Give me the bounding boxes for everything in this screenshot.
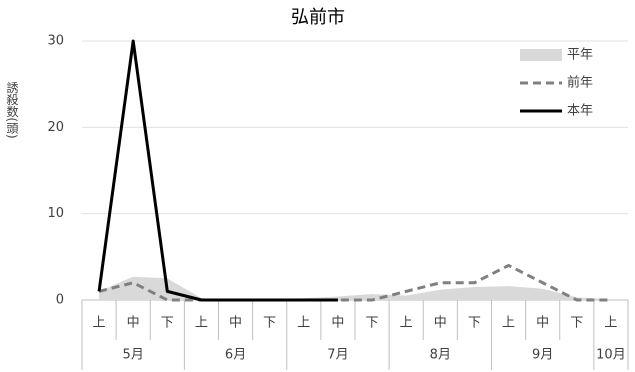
x-tick-label: 中: [229, 316, 242, 331]
x-tick-label: 下: [263, 316, 276, 331]
x-group-label: 8月: [430, 348, 451, 363]
x-tick-label: 上: [93, 316, 106, 331]
x-tick-label: 下: [161, 316, 174, 331]
x-group-label: 10月: [596, 348, 626, 363]
x-group-label: 7月: [327, 348, 348, 363]
y-tick-label: 30: [47, 34, 64, 49]
x-tick-label: 中: [331, 316, 344, 331]
x-tick-label: 上: [195, 316, 208, 331]
x-tick-label: 上: [502, 316, 515, 331]
y-tick-label: 0: [56, 293, 64, 308]
x-group-label: 6月: [225, 348, 246, 363]
x-tick-label: 下: [570, 316, 583, 331]
line: [97, 39, 338, 302]
x-tick-label: 下: [468, 316, 481, 331]
x-tick-label: 下: [366, 316, 379, 331]
y-tick-label: 20: [47, 120, 64, 135]
line: [98, 263, 611, 302]
x-tick-label: 上: [400, 316, 413, 331]
y-tick-label: 10: [47, 206, 64, 221]
legend-label: 平年: [567, 48, 593, 63]
area: [99, 276, 611, 300]
legend-label: 本年: [567, 104, 593, 119]
x-tick-label: 上: [604, 316, 617, 331]
x-group-label: 5月: [123, 348, 144, 363]
legend-label: 前年: [567, 75, 593, 91]
legend-swatch: [520, 49, 562, 61]
x-tick-label: 中: [434, 316, 447, 331]
x-tick-label: 上: [297, 316, 310, 331]
chart-title: 弘前市: [291, 7, 345, 28]
x-tick-label: 中: [127, 316, 140, 331]
x-tick-label: 中: [536, 316, 549, 331]
x-group-label: 9月: [532, 348, 553, 363]
y-axis-label: 誘殺数(頭): [5, 81, 19, 139]
